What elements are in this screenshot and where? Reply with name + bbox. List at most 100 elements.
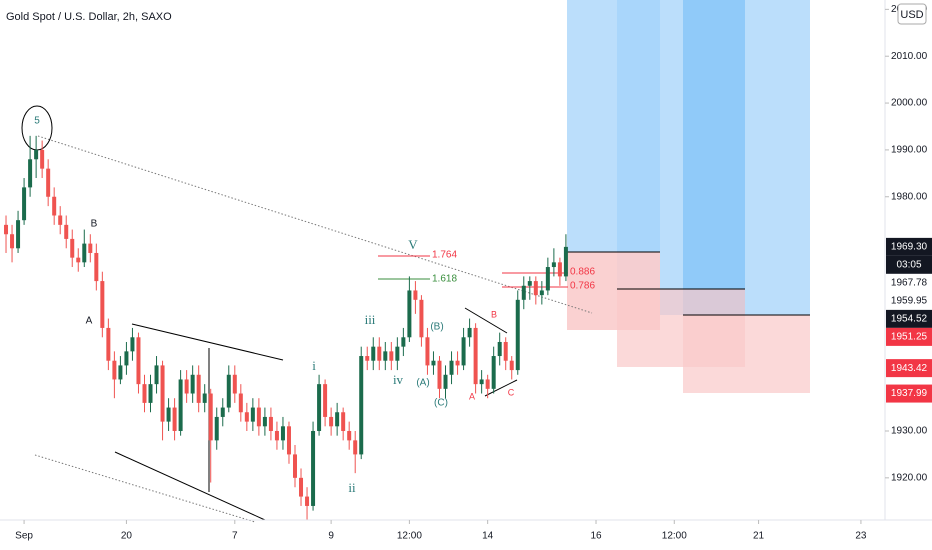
axis-labels: 1920.00 1930.00 1980.00 1990.00 2000.00 2010.… xyxy=(15,4,927,542)
price-label: 1959.95 xyxy=(891,296,928,307)
candle-body xyxy=(166,407,171,422)
candle-body xyxy=(437,360,442,389)
position-boxes xyxy=(567,0,810,393)
price-label-box xyxy=(886,309,932,328)
candle-body xyxy=(202,393,207,403)
fib-label: 0.786 xyxy=(570,281,595,292)
candle-body xyxy=(238,393,243,413)
price-label-box xyxy=(886,384,932,403)
candle-body xyxy=(196,374,201,403)
candle-body xyxy=(40,149,45,169)
candle-body xyxy=(551,262,556,268)
wedge-line xyxy=(484,379,518,397)
candle-body xyxy=(479,379,484,385)
candle-body xyxy=(274,430,279,441)
candle-body xyxy=(232,374,237,394)
wave-label: V xyxy=(408,237,418,252)
price-label: 1937.99 xyxy=(891,388,928,399)
candle-body xyxy=(64,224,69,239)
candle-body xyxy=(377,346,382,361)
candle-body xyxy=(443,374,448,389)
stop-zone xyxy=(683,315,810,393)
candle-body xyxy=(100,281,105,328)
candle-body xyxy=(142,384,147,403)
candle-body xyxy=(262,416,267,427)
y-tick-label: 1930.00 xyxy=(891,426,928,437)
candle-body xyxy=(112,360,117,380)
candle-body xyxy=(455,360,460,366)
candle-body xyxy=(118,365,123,380)
candle-body xyxy=(323,384,328,417)
candle-body xyxy=(335,412,340,427)
candle-body xyxy=(34,149,39,160)
candle-body xyxy=(353,440,358,455)
currency-box[interactable] xyxy=(897,3,927,25)
drawings xyxy=(21,105,593,523)
candle-body xyxy=(299,477,304,497)
candle-body xyxy=(82,243,87,263)
price-label-box xyxy=(886,359,932,378)
currency[interactable]: USD xyxy=(900,9,923,21)
candle-body xyxy=(503,341,508,361)
candle-body xyxy=(106,327,111,361)
fib-label: 1.764 xyxy=(432,250,457,261)
candle-body xyxy=(220,407,225,417)
price-label: 1951.25 xyxy=(891,332,928,343)
candle-body xyxy=(401,337,406,347)
wedge-line xyxy=(114,451,266,521)
candle-body xyxy=(509,360,514,371)
wave-label: (B) xyxy=(430,322,443,333)
x-tick-label: 9 xyxy=(328,531,334,542)
trend-line xyxy=(37,135,593,314)
candle-body xyxy=(329,416,334,427)
price-label: 1954.52 xyxy=(891,314,928,325)
price-label: 1969.30 xyxy=(891,242,928,253)
trend-line xyxy=(34,454,256,523)
candle-body xyxy=(467,327,472,338)
candle-body xyxy=(190,374,195,394)
candle-body xyxy=(208,393,213,441)
candle-body xyxy=(172,407,177,431)
candle-body xyxy=(293,454,297,478)
x-tick-label: 16 xyxy=(590,531,602,542)
wave-label: B xyxy=(91,219,98,230)
chart-title: Gold Spot / U.S. Dollar, 2h, SAXO xyxy=(6,11,172,23)
candle-body xyxy=(124,351,129,366)
candle-body xyxy=(431,360,436,366)
candle-body xyxy=(160,365,165,422)
candle-body xyxy=(425,337,430,366)
wave-label: A xyxy=(86,316,93,327)
candle-body xyxy=(311,430,316,506)
y-tick-label: 2000.00 xyxy=(891,98,928,109)
wave-label: B xyxy=(491,309,497,319)
candle-body xyxy=(184,379,189,394)
countdown: 03:05 xyxy=(896,260,921,271)
candle-body xyxy=(419,299,424,338)
candle-body xyxy=(28,159,33,188)
x-tick-label: 21 xyxy=(753,531,765,542)
wave-label: iii xyxy=(365,312,376,327)
candle-body xyxy=(497,341,502,357)
candle-body xyxy=(413,290,418,300)
fib-label: 0.886 xyxy=(570,267,595,278)
candle-body xyxy=(557,262,562,277)
y-tick-label: 1980.00 xyxy=(891,191,928,202)
candle-body xyxy=(533,281,538,296)
candle-body xyxy=(250,407,255,422)
x-tick-label: Sep xyxy=(15,531,33,542)
candle-body xyxy=(268,416,273,431)
price-label: 1967.78 xyxy=(891,278,928,289)
price-label-box xyxy=(886,273,932,292)
candle-body xyxy=(521,285,526,300)
candle-body xyxy=(371,346,376,361)
countdown-box xyxy=(886,255,932,274)
candle-body xyxy=(305,496,310,506)
candle-body xyxy=(58,215,63,225)
circle xyxy=(21,105,53,151)
x-tick-label: 23 xyxy=(855,531,867,542)
x-tick-label: 7 xyxy=(232,531,238,542)
candle-body xyxy=(407,290,412,338)
candle-body xyxy=(341,412,346,431)
